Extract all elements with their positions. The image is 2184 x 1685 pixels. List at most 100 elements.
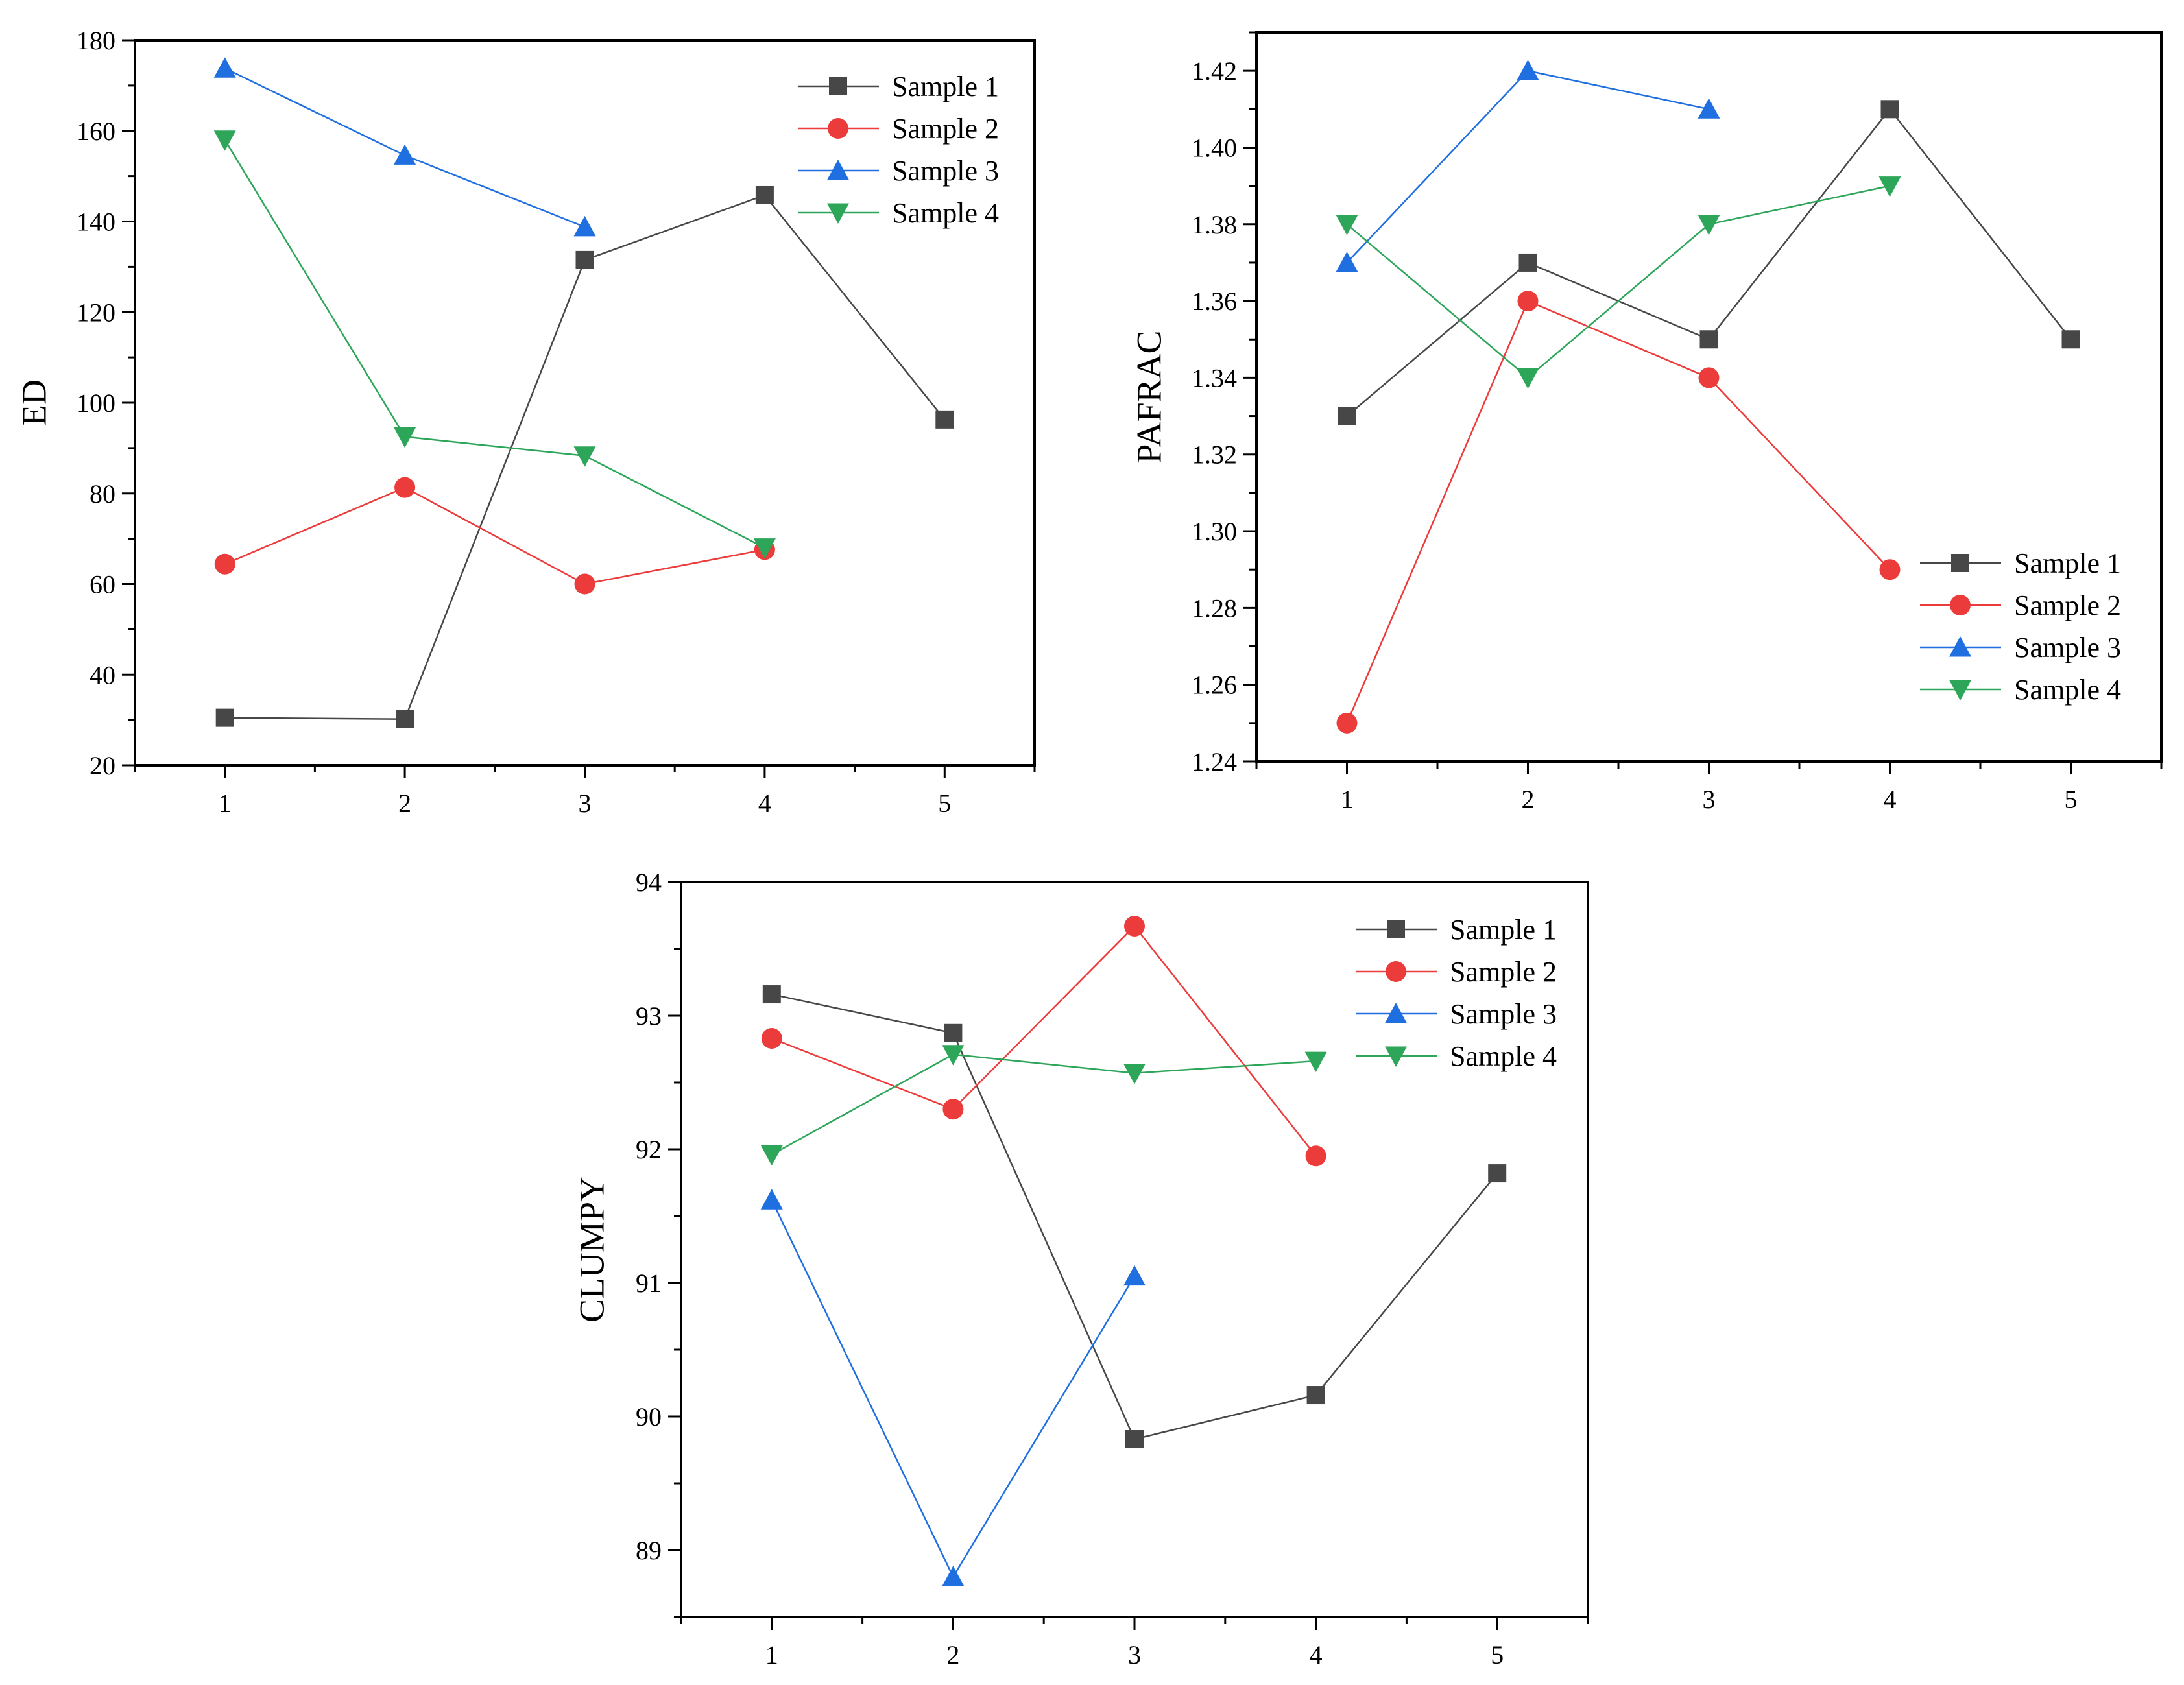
series-sample-1: [215, 185, 954, 728]
y-tick-label: 92: [636, 1135, 662, 1164]
y-tick-label: 1.32: [1192, 440, 1237, 470]
data-point: [942, 1566, 965, 1586]
data-point: [944, 1023, 963, 1042]
y-tick-label: 40: [90, 660, 115, 689]
legend-marker: [827, 160, 849, 180]
y-tick-label: 1.38: [1192, 210, 1237, 239]
data-point: [213, 130, 236, 151]
legend-label: Sample 4: [892, 197, 999, 229]
legend-label: Sample 4: [1450, 1040, 1557, 1072]
series-line: [224, 486, 765, 585]
legend: Sample 1 Sample 2 Sample 3 Sample 4: [1356, 914, 1557, 1072]
y-tick-label: 140: [77, 208, 115, 237]
data-point: [214, 553, 235, 575]
x-tick-label: 1: [1341, 785, 1354, 814]
y-axis-title: CLUMPY: [572, 1177, 611, 1322]
data-point: [1338, 407, 1356, 425]
y-tick-label: 100: [77, 388, 115, 418]
data-point: [1878, 176, 1901, 197]
y-tick-label: 60: [90, 570, 115, 599]
y-tick-label: 80: [90, 479, 115, 508]
x-tick-label: 3: [1703, 785, 1716, 814]
series-sample-2: [761, 915, 1326, 1167]
data-point: [1304, 1051, 1327, 1073]
x-tick-label: 4: [1884, 785, 1897, 814]
data-point: [935, 410, 954, 429]
data-point: [1123, 1265, 1146, 1286]
data-point: [574, 573, 595, 595]
data-point: [1699, 330, 1718, 349]
y-tick-label: 160: [77, 117, 115, 146]
series-line: [224, 139, 765, 549]
series-sample-3: [213, 57, 596, 237]
y-tick-label: 1.42: [1192, 56, 1237, 86]
legend-label: Sample 1: [892, 71, 999, 102]
data-point: [1123, 1064, 1146, 1084]
data-point: [1698, 98, 1720, 119]
legend-label: Sample 3: [892, 155, 999, 187]
legend-label: Sample 1: [1450, 914, 1557, 946]
legend-marker: [1951, 554, 1969, 572]
data-point: [1517, 368, 1539, 389]
y-tick-label: 20: [90, 751, 115, 780]
y-tick-label: 1.26: [1192, 671, 1237, 700]
data-point: [1698, 215, 1720, 235]
data-point: [1336, 215, 1358, 235]
data-point: [1880, 100, 1899, 119]
y-tick-label: 89: [636, 1536, 662, 1565]
x-tick-label: 1: [765, 1640, 778, 1669]
data-point: [1879, 559, 1901, 580]
legend-label: Sample 3: [1450, 998, 1557, 1030]
legend-marker: [1387, 920, 1405, 938]
series-line: [771, 925, 1317, 1157]
data-point: [1517, 60, 1539, 80]
data-point: [1336, 712, 1358, 734]
data-point: [394, 477, 416, 498]
data-point: [942, 1045, 965, 1066]
data-point: [1488, 1164, 1507, 1183]
y-tick-label: 180: [77, 26, 115, 55]
data-point: [760, 1189, 783, 1210]
y-tick-label: 90: [636, 1402, 662, 1431]
y-tick-label: 1.30: [1192, 517, 1237, 546]
data-point: [1305, 1145, 1326, 1167]
legend-marker: [1386, 961, 1406, 982]
legend-marker: [827, 203, 849, 224]
series-sample-4: [213, 130, 776, 559]
y-tick-label: 1.40: [1192, 133, 1237, 162]
data-point: [761, 1028, 782, 1049]
legend-label: Sample 4: [2014, 674, 2121, 706]
legend-marker: [1950, 595, 1971, 615]
y-tick-label: 93: [636, 1001, 662, 1031]
data-point: [573, 446, 596, 467]
series-sample-4: [760, 1045, 1327, 1166]
y-tick-label: 120: [77, 298, 115, 327]
data-point: [1124, 915, 1145, 937]
y-tick-label: 1.28: [1192, 593, 1237, 623]
y-tick-label: 94: [636, 868, 662, 897]
data-point: [942, 1099, 964, 1120]
x-tick-label: 2: [398, 789, 411, 818]
data-point: [573, 215, 596, 237]
x-tick-label: 4: [758, 789, 771, 818]
legend-marker: [828, 118, 848, 139]
y-axis-title: ED: [14, 379, 53, 426]
series-line: [1346, 185, 1890, 379]
data-point: [1125, 1430, 1144, 1449]
data-point: [1336, 251, 1358, 272]
legend: Sample 1 Sample 2 Sample 3 Sample 4: [1920, 547, 2121, 706]
data-point: [2061, 330, 2080, 349]
data-point: [213, 57, 236, 78]
data-point: [394, 427, 416, 448]
data-point: [762, 985, 781, 1004]
y-tick-label: 1.24: [1192, 747, 1237, 776]
x-tick-label: 4: [1310, 1640, 1323, 1669]
legend-marker: [829, 77, 847, 95]
series-sample-1: [1338, 100, 2080, 425]
data-point: [755, 185, 774, 204]
legend-marker: [1385, 1046, 1407, 1067]
x-tick-label: 2: [1522, 785, 1535, 814]
chart-panel-2: 1 2 3 4 5 1.24 1.26 1.28 1.30 1.32 1.34 1.36 1.38 1.4…: [1129, 31, 2163, 814]
